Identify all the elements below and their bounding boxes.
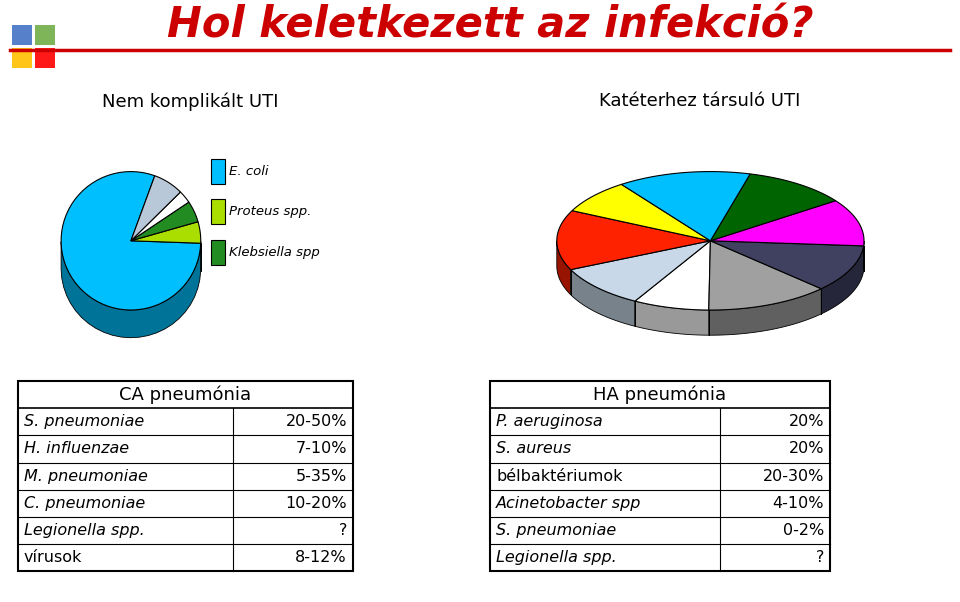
Bar <box>12 25 32 45</box>
Text: S. pneumoniae: S. pneumoniae <box>496 523 616 538</box>
Polygon shape <box>708 241 821 310</box>
Polygon shape <box>131 202 198 241</box>
Bar <box>18 381 353 571</box>
Text: P. aeruginosa: P. aeruginosa <box>496 414 603 429</box>
Bar <box>35 25 55 45</box>
Bar <box>211 240 226 265</box>
Text: ?: ? <box>816 550 824 565</box>
Text: Nem komplikált UTI: Nem komplikált UTI <box>102 92 278 111</box>
Polygon shape <box>621 172 750 241</box>
Text: Klebsiella spp: Klebsiella spp <box>228 246 320 259</box>
Text: H. influenzae: H. influenzae <box>24 441 130 456</box>
Text: vírusok: vírusok <box>24 550 83 565</box>
Text: 20%: 20% <box>788 414 824 429</box>
Text: 20-50%: 20-50% <box>285 414 347 429</box>
Text: 7-10%: 7-10% <box>296 441 347 456</box>
Text: bélbaktériumok: bélbaktériumok <box>496 468 622 483</box>
Polygon shape <box>710 200 864 246</box>
Text: ?: ? <box>339 523 347 538</box>
Text: Acinetobacter spp: Acinetobacter spp <box>496 495 641 510</box>
Text: Legionella spp.: Legionella spp. <box>24 523 145 538</box>
Text: 4-10%: 4-10% <box>773 495 824 510</box>
Text: E. coli: E. coli <box>228 165 268 178</box>
Polygon shape <box>131 176 180 241</box>
Polygon shape <box>131 222 201 243</box>
Bar <box>35 48 55 68</box>
Polygon shape <box>821 246 864 314</box>
Polygon shape <box>61 242 201 338</box>
Polygon shape <box>557 211 710 270</box>
Text: M. pneumoniae: M. pneumoniae <box>24 468 148 483</box>
Text: CA pneumónia: CA pneumónia <box>119 385 252 404</box>
Text: 5-35%: 5-35% <box>296 468 347 483</box>
Polygon shape <box>710 241 864 289</box>
Text: 20-30%: 20-30% <box>762 468 824 483</box>
Text: Katéterhez társuló UTI: Katéterhez társuló UTI <box>599 92 801 110</box>
Polygon shape <box>635 301 708 335</box>
Polygon shape <box>572 184 710 241</box>
Text: 8-12%: 8-12% <box>296 550 347 565</box>
Text: 0-2%: 0-2% <box>782 523 824 538</box>
Text: Hol keletkezett az infekció?: Hol keletkezett az infekció? <box>167 4 813 46</box>
Text: S. pneumoniae: S. pneumoniae <box>24 414 144 429</box>
Polygon shape <box>635 241 710 310</box>
Bar <box>12 48 32 68</box>
Bar <box>211 159 226 184</box>
Text: C. pneumoniae: C. pneumoniae <box>24 495 145 510</box>
Polygon shape <box>131 192 189 241</box>
Polygon shape <box>61 172 201 310</box>
Polygon shape <box>708 289 821 335</box>
Text: 20%: 20% <box>788 441 824 456</box>
Polygon shape <box>571 241 710 301</box>
Text: Legionella spp.: Legionella spp. <box>496 550 616 565</box>
Polygon shape <box>571 270 635 326</box>
Polygon shape <box>557 241 571 295</box>
Bar <box>211 199 226 225</box>
Polygon shape <box>710 174 835 241</box>
Text: HA pneumónia: HA pneumónia <box>593 385 727 404</box>
Text: Proteus spp.: Proteus spp. <box>228 205 311 219</box>
Text: 10-20%: 10-20% <box>285 495 347 510</box>
Text: S. aureus: S. aureus <box>496 441 571 456</box>
Bar <box>490 381 830 571</box>
